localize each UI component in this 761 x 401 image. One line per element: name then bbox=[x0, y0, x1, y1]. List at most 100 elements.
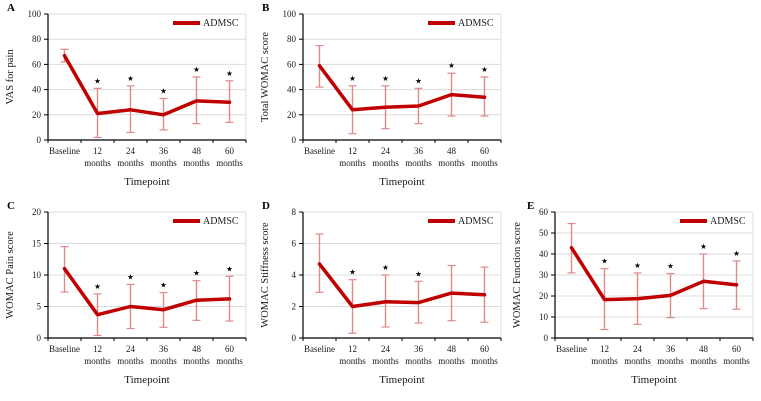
svg-text:12: 12 bbox=[93, 344, 102, 354]
svg-text:★: ★ bbox=[733, 249, 740, 258]
svg-text:0: 0 bbox=[37, 135, 42, 145]
svg-text:VAS for pain: VAS for pain bbox=[5, 49, 16, 105]
chart-a-canvas: 0 20 40 60 80 100 ★ ★ ★ ★ ★ Baseline 12 months 24 month… bbox=[5, 9, 247, 188]
svg-text:60: 60 bbox=[32, 59, 42, 69]
svg-text:12: 12 bbox=[600, 344, 609, 354]
svg-text:2: 2 bbox=[292, 302, 297, 312]
svg-text:60: 60 bbox=[480, 146, 490, 156]
svg-text:8: 8 bbox=[292, 207, 297, 217]
svg-text:48: 48 bbox=[447, 344, 457, 354]
svg-text:Baseline: Baseline bbox=[49, 146, 80, 156]
svg-text:WOMAC Function score: WOMAC Function score bbox=[512, 222, 523, 328]
svg-text:60: 60 bbox=[480, 344, 490, 354]
svg-text:Timepoint: Timepoint bbox=[631, 374, 676, 386]
svg-text:★: ★ bbox=[94, 282, 101, 291]
svg-text:months: months bbox=[657, 356, 684, 366]
svg-text:24: 24 bbox=[381, 344, 391, 354]
svg-text:months: months bbox=[216, 158, 243, 168]
svg-text:60: 60 bbox=[732, 344, 742, 354]
svg-text:12: 12 bbox=[348, 344, 357, 354]
svg-text:48: 48 bbox=[699, 344, 709, 354]
svg-text:60: 60 bbox=[225, 344, 235, 354]
panel-label-b: B bbox=[262, 2, 270, 14]
svg-text:months: months bbox=[339, 356, 366, 366]
svg-text:Baseline: Baseline bbox=[49, 344, 80, 354]
chart-panel-b: B 0 20 40 60 80 100 ★ ★ ★ ★ ★ Baseline 12 months 24 mon… bbox=[257, 2, 507, 200]
svg-text:36: 36 bbox=[666, 344, 676, 354]
svg-text:months: months bbox=[471, 356, 498, 366]
svg-text:36: 36 bbox=[159, 344, 169, 354]
svg-text:12: 12 bbox=[93, 146, 102, 156]
svg-text:months: months bbox=[690, 356, 717, 366]
svg-text:★: ★ bbox=[193, 65, 200, 74]
svg-text:40: 40 bbox=[539, 249, 549, 259]
svg-text:★: ★ bbox=[127, 272, 134, 281]
svg-text:months: months bbox=[471, 158, 498, 168]
svg-text:6: 6 bbox=[292, 239, 297, 249]
svg-text:100: 100 bbox=[28, 9, 42, 19]
svg-text:0: 0 bbox=[37, 333, 42, 343]
svg-text:20: 20 bbox=[287, 110, 297, 120]
svg-text:Timepoint: Timepoint bbox=[124, 176, 169, 188]
svg-text:months: months bbox=[438, 356, 465, 366]
svg-text:months: months bbox=[405, 158, 432, 168]
svg-text:months: months bbox=[150, 158, 177, 168]
svg-text:months: months bbox=[183, 158, 210, 168]
svg-text:★: ★ bbox=[127, 74, 134, 83]
svg-text:0: 0 bbox=[292, 135, 297, 145]
svg-text:Timepoint: Timepoint bbox=[379, 176, 424, 188]
chart-panel-c: C 0 5 10 15 20 ★ ★ ★ ★ ★ Baseline 12 months 24 months 3… bbox=[2, 200, 252, 398]
svg-text:Baseline: Baseline bbox=[556, 344, 587, 354]
svg-text:40: 40 bbox=[32, 85, 42, 95]
svg-text:★: ★ bbox=[193, 269, 200, 278]
chart-panel-a: A 0 20 40 60 80 100 ★ ★ ★ ★ ★ Baseline 12 months 24 mon… bbox=[2, 2, 252, 200]
svg-text:months: months bbox=[723, 356, 750, 366]
svg-text:★: ★ bbox=[700, 242, 707, 251]
svg-text:36: 36 bbox=[414, 344, 424, 354]
svg-text:5: 5 bbox=[37, 302, 42, 312]
svg-text:Baseline: Baseline bbox=[304, 344, 335, 354]
svg-text:60: 60 bbox=[539, 207, 549, 217]
svg-text:48: 48 bbox=[192, 344, 202, 354]
svg-text:100: 100 bbox=[283, 9, 297, 19]
svg-text:★: ★ bbox=[226, 264, 233, 273]
svg-text:20: 20 bbox=[32, 207, 42, 217]
svg-text:months: months bbox=[84, 356, 111, 366]
svg-text:10: 10 bbox=[32, 270, 42, 280]
svg-text:months: months bbox=[624, 356, 651, 366]
svg-text:Timepoint: Timepoint bbox=[379, 374, 424, 386]
svg-text:80: 80 bbox=[32, 34, 42, 44]
svg-text:★: ★ bbox=[382, 74, 389, 83]
svg-text:★: ★ bbox=[226, 69, 233, 78]
svg-text:★: ★ bbox=[349, 74, 356, 83]
svg-text:months: months bbox=[372, 158, 399, 168]
svg-text:★: ★ bbox=[160, 86, 167, 95]
svg-text:★: ★ bbox=[481, 65, 488, 74]
svg-text:15: 15 bbox=[32, 239, 42, 249]
chart-panel-d: D 0 2 4 6 8 ★ ★ ★ Baseline 12 months 24 months 36 mont… bbox=[257, 200, 507, 398]
svg-text:48: 48 bbox=[192, 146, 202, 156]
svg-text:24: 24 bbox=[126, 146, 136, 156]
svg-text:36: 36 bbox=[414, 146, 424, 156]
svg-text:20: 20 bbox=[539, 291, 549, 301]
svg-text:24: 24 bbox=[633, 344, 643, 354]
svg-text:months: months bbox=[84, 158, 111, 168]
svg-text:★: ★ bbox=[94, 76, 101, 85]
svg-text:40: 40 bbox=[287, 85, 297, 95]
svg-text:★: ★ bbox=[448, 61, 455, 70]
svg-text:24: 24 bbox=[126, 344, 136, 354]
svg-text:months: months bbox=[183, 356, 210, 366]
svg-text:Total WOMAC score: Total WOMAC score bbox=[260, 32, 271, 122]
svg-text:ADMSC: ADMSC bbox=[710, 216, 746, 227]
panel-label-e: E bbox=[527, 200, 535, 212]
svg-text:months: months bbox=[438, 158, 465, 168]
svg-text:★: ★ bbox=[634, 261, 641, 270]
svg-text:ADMSC: ADMSC bbox=[203, 216, 239, 227]
svg-text:months: months bbox=[339, 158, 366, 168]
svg-text:★: ★ bbox=[601, 257, 608, 266]
svg-text:★: ★ bbox=[667, 262, 674, 271]
svg-text:Baseline: Baseline bbox=[304, 146, 335, 156]
svg-text:WOMAC Stiffness score: WOMAC Stiffness score bbox=[260, 222, 271, 328]
